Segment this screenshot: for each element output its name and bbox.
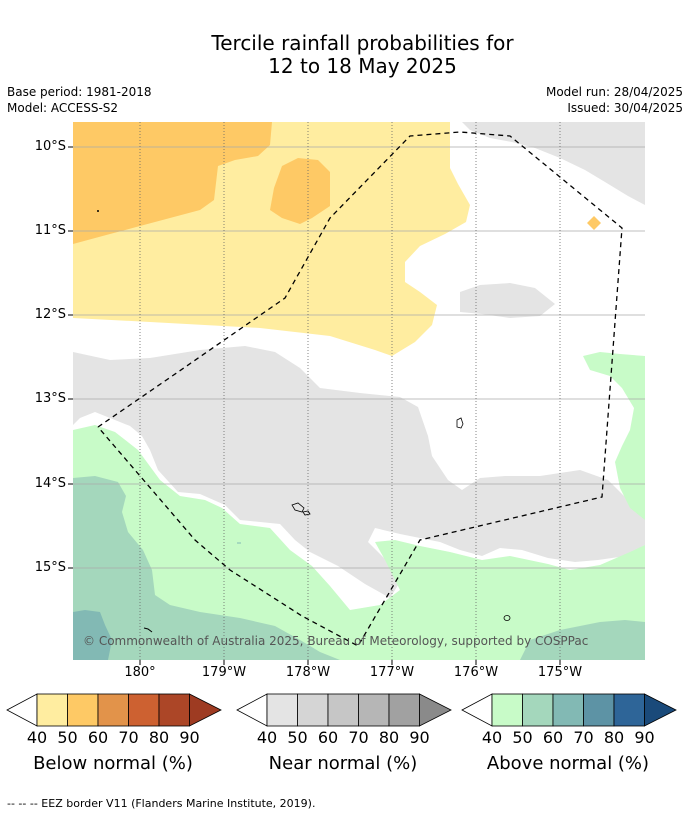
- near-normal-40-region: [73, 346, 645, 598]
- base-period: Base period: 1981-2018: [7, 85, 152, 99]
- colorbar-above-over-triangle: [644, 693, 677, 727]
- below-normal-50-region-inner: [270, 158, 330, 224]
- colorbar-above-under-triangle: [461, 693, 493, 727]
- issued-date: Issued: 30/04/2025: [567, 101, 683, 115]
- colorbar-below-tick-80: 80: [148, 728, 170, 747]
- colorbar-below-tick-50: 50: [57, 728, 78, 747]
- lat-tick-marks: [68, 146, 73, 569]
- colorbar-near-tick-40: 40: [256, 728, 278, 747]
- below-normal-50-region: [73, 122, 272, 244]
- colorbar-above-segment-40: [491, 693, 523, 727]
- colorbar-below-tick-40: 40: [26, 728, 48, 747]
- colorbar-near-segment-60: [327, 693, 359, 727]
- above-normal-40-region-east: [583, 352, 645, 520]
- colorbar-below-segment-50: [67, 693, 99, 727]
- lat-label-13s: 13°S: [34, 391, 66, 406]
- colorbar-near-segment-40: [266, 693, 298, 727]
- eez-border: [97, 131, 623, 647]
- near-normal-40-region-east: [460, 283, 555, 318]
- colorbar-below-tick-60: 60: [87, 728, 109, 747]
- colorbar-below-under-triangle: [6, 693, 38, 727]
- colorbar-above-tick-80: 80: [603, 728, 625, 747]
- island-far-south: [143, 627, 153, 633]
- copyright-notice: © Commonwealth of Australia 2025, Bureau…: [83, 634, 589, 648]
- lon-label-180: 180°: [124, 665, 156, 680]
- latitude-gridlines: [73, 146, 645, 569]
- model-name: Model: ACCESS-S2: [7, 101, 119, 115]
- colorbar-above-normal: [461, 693, 677, 727]
- colorbar-title-below: Below normal (%): [33, 753, 193, 774]
- colorbar-above-tick-90: 90: [634, 728, 655, 747]
- map-title-line2: 12 to 18 May 2025: [268, 54, 457, 78]
- island-central: [456, 417, 464, 429]
- lat-label-10s: 10°S: [34, 139, 66, 154]
- colorbar-below-tick-70: 70: [118, 728, 139, 747]
- colorbar-below-tick-90: 90: [179, 728, 200, 747]
- colorbar-below-segment-60: [97, 693, 129, 727]
- probability-field: [73, 122, 645, 660]
- colorbar-title-above: Above normal (%): [486, 753, 650, 774]
- colorbar-near-segment-80: [388, 693, 420, 727]
- colorbar-near-under-triangle: [236, 693, 268, 727]
- lon-label-175w: 175°W: [537, 665, 583, 680]
- colorbar-above-tick-70: 70: [573, 728, 594, 747]
- lat-label-12s: 12°S: [34, 307, 66, 322]
- colorbar-near-tick-70: 70: [348, 728, 369, 747]
- colorbar-near-normal: [236, 693, 452, 727]
- colorbar-near-tick-90: 90: [409, 728, 430, 747]
- lat-label-11s: 11°S: [34, 223, 66, 238]
- colorbar-above-segment-60: [552, 693, 584, 727]
- below-normal-50-dot: [587, 216, 601, 230]
- above-normal-60-region: [73, 610, 112, 660]
- colorbar-above-segment-80: [613, 693, 645, 727]
- colorbar-above-tick-60: 60: [542, 728, 564, 747]
- colorbar-near-tick-60: 60: [317, 728, 339, 747]
- lon-label-178w: 178°W: [285, 665, 331, 680]
- island-dot: [97, 210, 99, 212]
- colorbar-above-segment-50: [522, 693, 554, 727]
- colorbar-near-tick-80: 80: [378, 728, 400, 747]
- lon-label-177w: 177°W: [369, 665, 415, 680]
- lon-tick-marks: [139, 660, 561, 665]
- colorbar-below-segment-70: [128, 693, 160, 727]
- colorbar-near-segment-50: [297, 693, 329, 727]
- above-normal-40-region: [73, 425, 645, 660]
- colorbar-below-over-triangle: [189, 693, 222, 727]
- island-west: [291, 502, 311, 516]
- colorbar-near-segment-70: [358, 693, 390, 727]
- model-run-date: Model run: 28/04/2025: [545, 85, 683, 99]
- island-south: [503, 615, 511, 621]
- colorbar-title-near: Near normal (%): [268, 753, 418, 774]
- colorbar-near-tick-50: 50: [287, 728, 308, 747]
- colorbar-above-segment-70: [583, 693, 615, 727]
- colorbar-below-normal: [6, 693, 222, 727]
- colorbar-above-tick-40: 40: [481, 728, 503, 747]
- lon-label-176w: 176°W: [453, 665, 499, 680]
- eez-footnote: -- -- -- EEZ border V11 (Flanders Marine…: [7, 797, 316, 810]
- lat-label-14s: 14°S: [34, 476, 66, 491]
- lat-label-15s: 15°S: [34, 560, 66, 575]
- colorbar-below-segment-80: [158, 693, 190, 727]
- near-normal-40-region-north: [462, 122, 645, 205]
- above-normal-50-region-south: [520, 620, 645, 660]
- colorbar-above-tick-50: 50: [512, 728, 533, 747]
- colorbar-near-over-triangle: [419, 693, 452, 727]
- lon-label-179w: 179°W: [201, 665, 247, 680]
- colorbar-below-segment-40: [36, 693, 68, 727]
- map-title-line1: Tercile rainfall probabilities for: [211, 31, 514, 55]
